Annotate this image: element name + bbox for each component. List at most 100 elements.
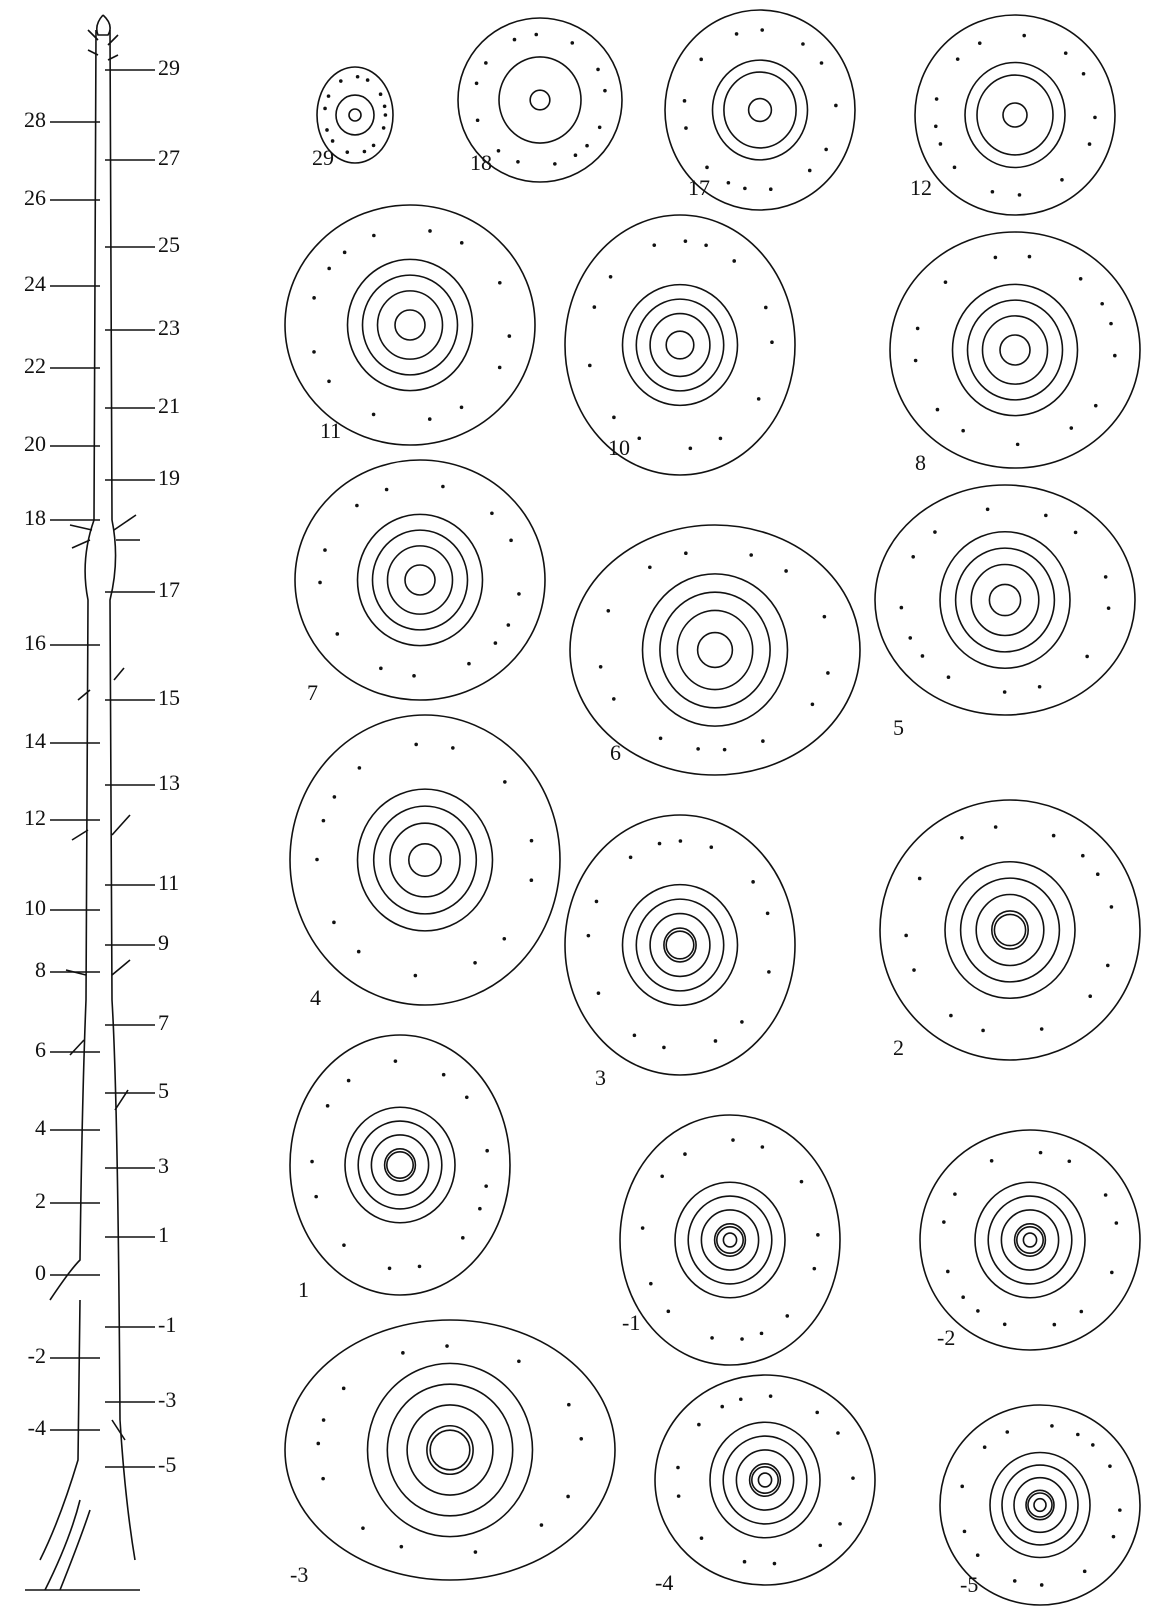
growth-ring [649,912,711,978]
growth-ring [1000,1209,1060,1271]
growth-ring [674,1181,786,1299]
growth-ring [944,860,1076,1000]
stem-label: 9 [158,930,169,955]
dot [399,1544,404,1549]
dot [960,1484,965,1489]
growth-ring [635,298,725,392]
stem-label: 28 [24,107,46,132]
dot [977,41,982,45]
growth-ring [371,529,469,631]
dot [427,417,432,421]
dot [1038,1150,1043,1155]
dot [652,243,657,247]
dot [332,795,337,799]
pith [1002,102,1028,128]
section-label: 7 [307,680,318,705]
dot [662,1045,666,1050]
dot [683,1152,687,1156]
dot [816,1233,820,1237]
pith [665,930,695,960]
growth-ring [641,573,789,727]
growth-ring [386,1383,514,1517]
cross-section: 8 [889,231,1141,475]
dot [949,1013,953,1018]
dot [801,42,805,46]
dot [1106,606,1111,610]
dot [713,1039,718,1043]
dot [401,1351,405,1355]
dot [738,1397,743,1402]
dot [772,1561,777,1566]
dot [676,1494,681,1498]
dot [586,933,591,938]
cross-section: -4 [654,1374,876,1595]
dot [1073,530,1078,535]
dot [834,103,838,108]
stem-label: 2 [35,1188,46,1213]
dot [1039,1583,1044,1587]
dot [312,296,316,300]
dot [683,239,688,243]
dot [321,1476,325,1481]
dot [355,503,359,508]
growth-ring [711,59,809,161]
dot [1095,872,1100,876]
dot [759,1331,764,1336]
dot [1081,853,1085,858]
dot [612,697,616,701]
dot [705,165,709,170]
dot [1079,1309,1084,1314]
pith [394,309,426,341]
dot [451,746,455,750]
dot [908,636,913,640]
dot [1005,1430,1010,1434]
dot [818,1543,823,1548]
dot [718,436,723,441]
dot [917,876,922,881]
dot [517,1359,521,1364]
stem-outline [25,29,140,1591]
growth-ring [376,290,444,360]
dot [1017,193,1022,197]
dot [342,1243,346,1247]
stem-label: 6 [35,1037,46,1062]
pith [404,564,436,596]
dot [327,266,331,271]
growth-ring [366,1362,534,1538]
stem-label: 18 [24,505,46,530]
stem-labels: 2928272625242322212019181716151413121110… [24,55,180,1477]
dot [682,99,687,103]
section-outline [284,1319,616,1581]
growth-ring [722,1232,738,1248]
pith [993,913,1027,947]
growth-ring [976,74,1054,156]
dot [1093,403,1098,408]
dot [539,1523,544,1527]
dot [810,702,815,707]
dot [933,530,937,534]
section-outline [564,814,796,1076]
stem-label: 15 [158,685,180,710]
dot [990,189,995,194]
dot [1103,1193,1108,1197]
dot [1081,71,1086,76]
stem-label: 23 [158,315,180,340]
sections: 29 18 17 12 11 10 8 7 6 5 4 3 2 1 -1 -2 -3 -4 -5 [284,9,1141,1606]
cross-section: -1 [619,1114,841,1366]
dot [1103,575,1108,579]
growth-ring [700,1209,760,1271]
growth-ring [966,299,1064,401]
dot [502,936,507,941]
dot [475,118,480,123]
dot [720,1404,725,1409]
dot [1027,254,1032,259]
dot [413,973,418,978]
section-outline [284,204,536,446]
growth-ring [1025,1489,1055,1521]
dot [761,739,765,743]
section-outline [654,1374,876,1586]
dot [1113,353,1117,358]
dot [598,664,603,669]
dot [666,1309,671,1314]
dot [1093,115,1097,120]
